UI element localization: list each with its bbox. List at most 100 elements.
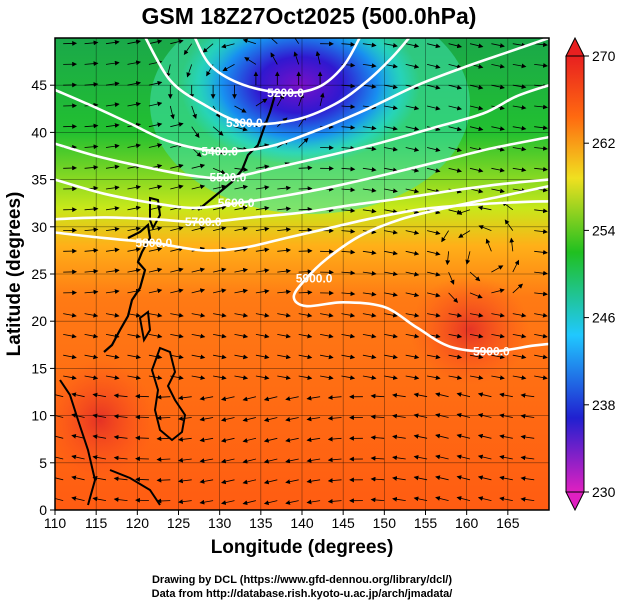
wind-arrow (127, 60, 141, 66)
wind-arrow (362, 167, 377, 172)
wind-arrow (491, 333, 505, 339)
wind-arrow (191, 333, 206, 339)
wind-arrow (469, 43, 484, 49)
wind-arrow (448, 292, 459, 303)
wind-arrow (413, 392, 428, 398)
y-axis-label: Latitude (degrees) (4, 192, 25, 357)
wind-arrow (448, 147, 462, 153)
contour-line (55, 135, 549, 210)
wind-arrow (63, 375, 77, 380)
wind-arrow (427, 230, 441, 236)
wind-arrow (242, 500, 256, 506)
wind-arrow (267, 38, 278, 44)
wind-arrow (384, 167, 398, 173)
wind-arrow (456, 392, 471, 398)
wind-arrow (221, 417, 235, 422)
wind-arrow (499, 454, 513, 460)
wind-arrow (270, 52, 278, 65)
wind-arrow (191, 375, 206, 380)
wind-arrow (448, 126, 462, 132)
wind-arrow (263, 500, 278, 506)
wind-arrow (234, 205, 248, 211)
wind-arrow (384, 354, 398, 360)
wind-arrow (84, 268, 99, 274)
x-tick-label: 165 (496, 515, 520, 531)
wind-arrow (148, 375, 163, 380)
wind-arrow (298, 354, 313, 360)
wind-arrow (445, 251, 451, 266)
wind-arrow (84, 61, 99, 67)
wind-arrow (448, 354, 463, 360)
wind-arrow (199, 396, 214, 401)
wind-arrow (148, 101, 163, 107)
height-contours: 5200.0 5300.0 5400.0 5500.0 5600.0 5700.0 5800… (55, 38, 549, 358)
wind-arrow (362, 354, 377, 360)
wind-arrow (148, 267, 163, 273)
wind-arrow (135, 435, 149, 441)
wind-arrow (105, 164, 120, 170)
wind-arrow (405, 188, 420, 194)
wind-arrow (512, 259, 519, 273)
y-tick-label: 30 (31, 219, 47, 235)
grid-lines (55, 38, 549, 510)
wind-arrow (199, 479, 214, 484)
wind-arrow (84, 248, 99, 253)
wind-arrow (105, 289, 120, 294)
wind-arrow (127, 184, 141, 190)
wind-arrow (534, 146, 548, 151)
wind-arrow (392, 413, 406, 419)
wind-arrow (191, 184, 206, 190)
y-tick-label: 25 (31, 266, 47, 282)
wind-arrow (277, 333, 291, 339)
colorbar-min-arrow (565, 491, 585, 512)
y-tick-label: 20 (31, 313, 47, 329)
wind-arrow (170, 226, 184, 231)
wind-arrow (191, 312, 206, 318)
contour-line (55, 38, 549, 153)
wind-arrow (427, 292, 441, 298)
wind-arrow (315, 51, 321, 65)
wind-arrow (170, 246, 184, 252)
wind-arrow (242, 417, 256, 422)
wind-arrow (84, 165, 99, 170)
wind-arrow (384, 84, 398, 90)
wind-arrow (465, 251, 471, 265)
wind-arrow (277, 248, 291, 253)
wind-arrow (491, 63, 505, 69)
wind-arrow (178, 499, 192, 505)
wind-arrow (255, 333, 270, 339)
wind-arrow (384, 375, 398, 380)
wind-arrow (520, 393, 535, 398)
wind-arrow (534, 333, 548, 339)
wind-arrow (469, 126, 484, 132)
contour-label: 5900.0 (296, 272, 333, 286)
wind-arrow (491, 354, 505, 360)
wind-arrow (427, 84, 441, 90)
wind-arrow (534, 125, 548, 131)
wind-arrow (55, 454, 64, 460)
wind-arrow (84, 354, 99, 360)
wind-arrow (234, 312, 249, 318)
wind-arrow (534, 166, 548, 172)
wind-arrow (341, 208, 356, 213)
warm-region-west (55, 360, 155, 480)
wind-arrow (392, 434, 406, 440)
wind-arrow (327, 415, 342, 421)
wind-arrow (55, 433, 64, 439)
wind-arrow (298, 137, 309, 148)
wind-arrow (427, 250, 441, 256)
wind-arrow (234, 105, 247, 113)
wind-arrow (448, 43, 462, 49)
wind-arrow (491, 188, 505, 194)
wind-arrow (405, 105, 420, 111)
wind-arrow (384, 188, 398, 194)
wind-arrow (84, 289, 99, 295)
wind-arrow (341, 249, 356, 255)
contour-label: 5800.0 (135, 236, 172, 250)
wind-arrow (156, 477, 171, 483)
colorbar-max-arrow (565, 36, 585, 57)
wind-arrow (255, 312, 270, 318)
wind-arrow (384, 229, 398, 235)
wind-arrow (156, 394, 171, 400)
wind-arrow (298, 227, 313, 233)
